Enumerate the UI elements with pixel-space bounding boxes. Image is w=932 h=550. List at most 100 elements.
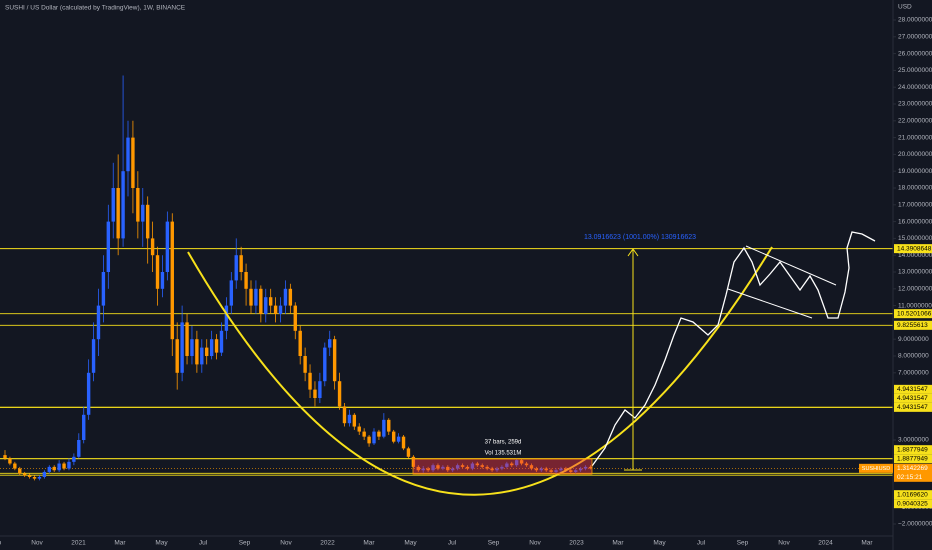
candle-body bbox=[268, 297, 273, 306]
level-box bbox=[894, 244, 932, 254]
candle-body bbox=[111, 188, 115, 222]
candle-body bbox=[446, 466, 450, 471]
candle-body bbox=[549, 470, 553, 472]
y-tick-label: 27.0000000 bbox=[898, 34, 932, 41]
level-label: 1.0169620 bbox=[897, 491, 928, 498]
candle-body bbox=[273, 305, 278, 314]
candle-body bbox=[441, 466, 445, 469]
candle-body bbox=[155, 255, 160, 289]
y-tick-label: −2.0000000 bbox=[898, 521, 932, 528]
countdown-label: 02:15:21 bbox=[897, 474, 923, 481]
measure-label: 13.0916623 (1001.00%) 130916623 bbox=[584, 234, 696, 241]
drawings: 13.0916623 (1001.00%) 130916623 37 bars,… bbox=[187, 231, 876, 496]
candle-body bbox=[150, 238, 155, 256]
level-label: 10.5201066 bbox=[897, 310, 932, 317]
currency-label: USD bbox=[898, 4, 912, 11]
candle-body bbox=[406, 448, 411, 457]
candle-body bbox=[249, 288, 253, 306]
candle-body bbox=[524, 463, 529, 466]
x-tick-label: Nov bbox=[280, 540, 292, 547]
axes: 28.0000000 27.0000000 26.0000000 25.0000000… bbox=[0, 17, 932, 547]
candle-body bbox=[219, 330, 224, 353]
x-tick-label: Sep bbox=[239, 540, 251, 547]
candle-body bbox=[431, 465, 435, 471]
candle-body bbox=[510, 463, 514, 466]
range-label: 37 bars, 259d bbox=[485, 440, 522, 446]
candle-body bbox=[229, 280, 234, 306]
y-tick-label: 15.0000000 bbox=[898, 235, 932, 242]
candle-body bbox=[3, 455, 7, 459]
candle-body bbox=[490, 468, 494, 471]
candle-body bbox=[145, 204, 150, 239]
candle-body bbox=[372, 431, 376, 444]
candle-body bbox=[367, 436, 371, 444]
candle-body bbox=[283, 288, 288, 306]
candle-body bbox=[52, 466, 56, 471]
candle-body bbox=[505, 463, 509, 467]
candle-body bbox=[239, 255, 243, 272]
candle-body bbox=[362, 431, 366, 437]
y-tick-label: 25.0000000 bbox=[898, 67, 932, 74]
candle-body bbox=[214, 339, 219, 353]
candle-body bbox=[539, 468, 543, 471]
candle-body bbox=[195, 339, 199, 365]
candle-body bbox=[170, 221, 174, 340]
candle-body bbox=[465, 466, 470, 469]
candle-body bbox=[588, 466, 593, 469]
x-tick-label: May bbox=[653, 540, 666, 547]
level-box bbox=[894, 320, 932, 330]
level-label: 1.8877949 bbox=[897, 446, 928, 453]
level-label: 4.9431547 bbox=[897, 395, 928, 402]
x-tick-label: Mar bbox=[861, 540, 873, 547]
x-tick-label: 2024 bbox=[818, 540, 833, 547]
x-tick-label: May bbox=[404, 540, 417, 547]
level-label: 9.8255613 bbox=[897, 322, 928, 329]
candle-body bbox=[190, 339, 194, 356]
candle-body bbox=[259, 288, 263, 314]
y-tick-label: 22.0000000 bbox=[898, 118, 932, 125]
candle-body bbox=[313, 389, 317, 398]
candle-body bbox=[72, 456, 76, 462]
y-tick-label: 21.0000000 bbox=[898, 134, 932, 141]
candle-body bbox=[416, 466, 420, 471]
x-tick-label: Sep bbox=[488, 540, 500, 547]
level-label: 0.9040325 bbox=[897, 500, 928, 507]
candle-body bbox=[529, 465, 534, 469]
candle-body bbox=[519, 460, 524, 464]
last-price-box bbox=[894, 463, 932, 482]
candle-body bbox=[278, 305, 283, 314]
x-tick-label: Jul bbox=[448, 540, 457, 547]
candle-body bbox=[22, 473, 27, 476]
candle-body bbox=[185, 322, 189, 356]
projection-path bbox=[591, 231, 876, 467]
chart-title: SUSHI / US Dollar (calculated by Trading… bbox=[5, 5, 186, 12]
candle-body bbox=[264, 297, 268, 314]
channel-top bbox=[745, 245, 837, 286]
candle-body bbox=[387, 419, 391, 432]
y-tick-label: 13.0000000 bbox=[898, 269, 932, 276]
level-box bbox=[894, 490, 932, 500]
y-tick-label: 7.0000000 bbox=[898, 370, 929, 377]
y-tick-label: 14.0000000 bbox=[898, 252, 932, 259]
candle-body bbox=[323, 347, 327, 382]
candle-body bbox=[426, 468, 430, 471]
date-range-box bbox=[412, 458, 593, 475]
candle-body bbox=[224, 305, 229, 331]
y-tick-label: 19.0000000 bbox=[898, 168, 932, 175]
candle-body bbox=[451, 468, 455, 471]
x-tick-label: Nov bbox=[778, 540, 790, 547]
x-tick-label: Nov bbox=[31, 540, 43, 547]
x-tick-label: Jul bbox=[697, 540, 706, 547]
level-box bbox=[894, 402, 932, 412]
candle-body bbox=[578, 468, 583, 471]
candle-body bbox=[396, 436, 401, 442]
candles bbox=[3, 75, 593, 481]
level-box bbox=[894, 393, 932, 403]
candle-body bbox=[121, 171, 125, 239]
candle-body bbox=[77, 440, 81, 457]
candle-body bbox=[57, 463, 61, 471]
candle-body bbox=[86, 372, 91, 415]
candle-body bbox=[583, 466, 588, 469]
candle-body bbox=[401, 436, 406, 449]
